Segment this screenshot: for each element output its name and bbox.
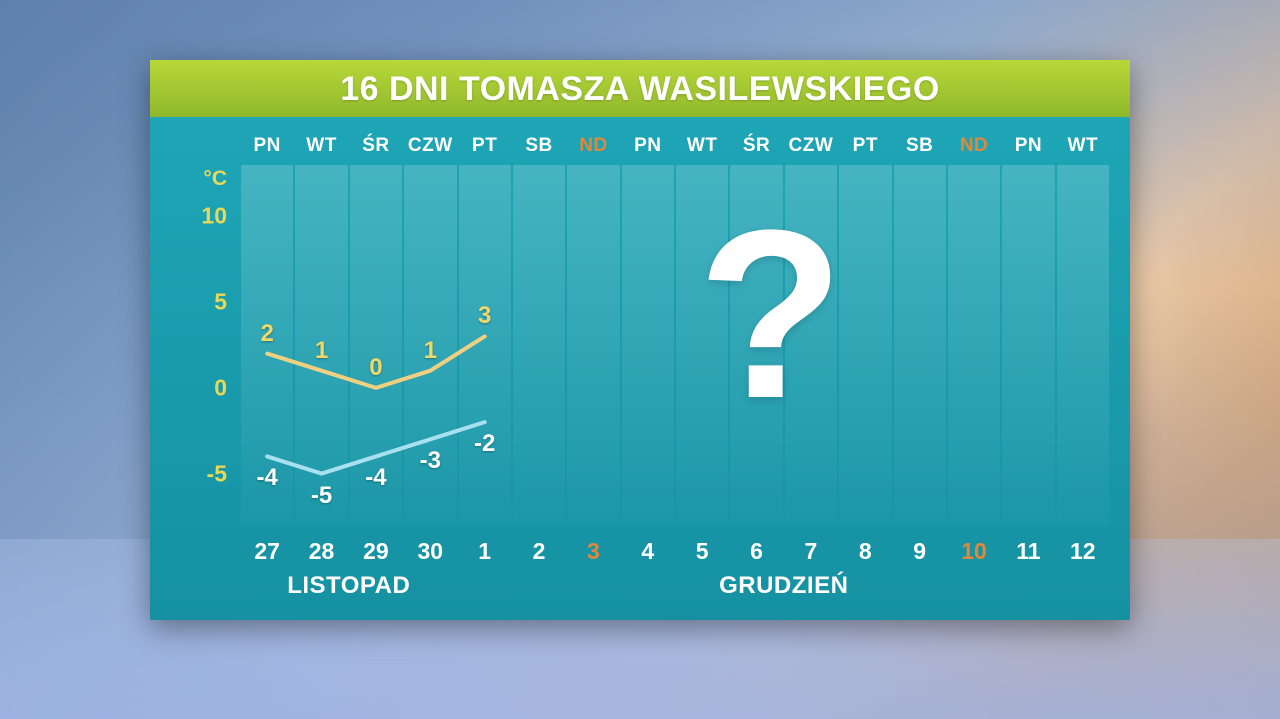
y-axis-tick: -5 (207, 460, 227, 487)
date-label: 8 (838, 538, 892, 565)
date-label: 3 (566, 538, 620, 565)
y-axis-tick: 5 (214, 289, 227, 316)
y-axis-unit: °C (203, 167, 227, 191)
data-point-label: -2 (474, 430, 495, 458)
data-point-label: 3 (478, 302, 491, 330)
date-label: 11 (1001, 538, 1055, 565)
chart-area: PNWTŚRCZWPTSBNDPNWTŚRCZWPTSBNDPNWT °C 10… (150, 117, 1130, 620)
data-point-label: 0 (369, 354, 382, 382)
data-point-label: -4 (257, 464, 278, 492)
data-point-label: -5 (311, 482, 332, 510)
weekday-label: CZW (784, 135, 838, 157)
weekday-label: SB (893, 135, 947, 157)
weekday-label: ŚR (349, 135, 403, 157)
data-point-label: -3 (420, 447, 441, 475)
y-axis-tick: 0 (214, 374, 227, 401)
data-point-label: 1 (315, 337, 328, 365)
date-label: 6 (729, 538, 783, 565)
weekday-label: WT (675, 135, 729, 157)
panel-title: 16 DNI TOMASZA WASILEWSKIEGO (150, 60, 1130, 117)
weekday-label: ŚR (729, 135, 783, 157)
weekday-label: WT (294, 135, 348, 157)
date-label: 5 (675, 538, 729, 565)
date-label: 1 (458, 538, 512, 565)
weekday-label: CZW (403, 135, 457, 157)
month-row: LISTOPAD GRUDZIEŃ (240, 572, 1110, 602)
data-point-label: -4 (365, 464, 386, 492)
date-label: 9 (893, 538, 947, 565)
weekday-label: PN (240, 135, 294, 157)
forecast-panel: 16 DNI TOMASZA WASILEWSKIEGO PNWTŚRCZWPT… (150, 60, 1130, 620)
date-label: 7 (784, 538, 838, 565)
y-axis: °C 10 5 0 -5 (180, 165, 235, 525)
weekday-label: ND (947, 135, 1001, 157)
weekday-label: WT (1056, 135, 1110, 157)
weekday-label: PN (1001, 135, 1055, 157)
weekday-label: PT (458, 135, 512, 157)
date-label: 2 (512, 538, 566, 565)
data-point-label: 1 (424, 337, 437, 365)
date-label: 10 (947, 538, 1001, 565)
date-label: 28 (294, 538, 348, 565)
date-row: 27282930123456789101112 (240, 538, 1110, 565)
weekday-label: PN (621, 135, 675, 157)
weekday-label: PT (838, 135, 892, 157)
date-label: 29 (349, 538, 403, 565)
date-label: 12 (1056, 538, 1110, 565)
date-label: 27 (240, 538, 294, 565)
date-label: 30 (403, 538, 457, 565)
weekday-label: ND (566, 135, 620, 157)
question-mark-icon: ? (697, 194, 844, 434)
data-point-label: 2 (261, 320, 274, 348)
date-label: 4 (621, 538, 675, 565)
month-label: LISTOPAD (287, 572, 410, 600)
month-label: GRUDZIEŃ (719, 572, 848, 600)
y-axis-tick: 10 (201, 203, 227, 230)
weekday-row: PNWTŚRCZWPTSBNDPNWTŚRCZWPTSBNDPNWT (240, 135, 1110, 157)
plot-region: 2 1 0 1 3 -4 -5 -4 -3 -2? (240, 165, 1110, 525)
weekday-label: SB (512, 135, 566, 157)
